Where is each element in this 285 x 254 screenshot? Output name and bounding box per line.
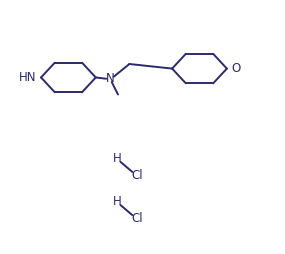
Text: N: N [106,72,114,85]
Text: HN: HN [19,71,36,84]
Text: O: O [231,62,240,75]
Text: Cl: Cl [131,169,142,182]
Text: H: H [113,195,121,209]
Text: Cl: Cl [131,212,142,226]
Text: H: H [113,152,121,165]
